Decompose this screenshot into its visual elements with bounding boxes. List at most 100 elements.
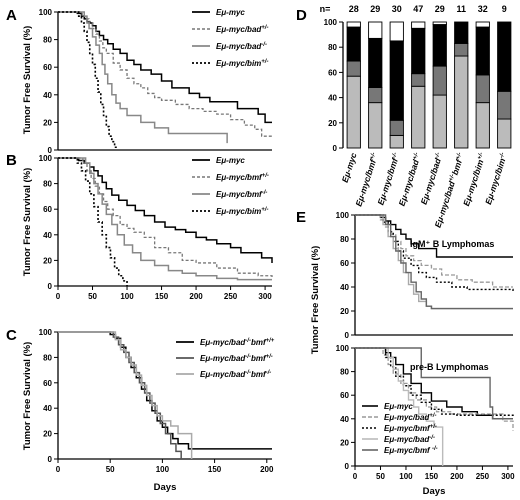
bar-segment [346, 26, 361, 62]
y-tick-label: 60 [328, 68, 337, 77]
label-superscript: +/- [429, 413, 436, 419]
x-tick-label: 150 [155, 292, 169, 301]
legend-label: Eμ-myc/bad-/-bmf+/- [200, 354, 273, 363]
label-text: Eμ-myc/bim [461, 158, 486, 207]
survival-curve-1 [58, 157, 273, 263]
label-superscript: -/- [266, 370, 272, 376]
label-text: Eμ-myc/bim [216, 207, 261, 216]
legend-label: Eμ-myc/bad+/- [216, 25, 268, 34]
y-tick-label: 60 [340, 391, 349, 400]
label-superscript: +/- [266, 354, 273, 360]
x-axis-title: Days [423, 486, 446, 497]
y-tick-label: 40 [43, 231, 52, 240]
label-superscript: -/- [499, 152, 506, 159]
panel-b: 0 20 40 60 80 100 0 50 100 150 200 250 300 Eμ-myc Eμ-m… [22, 154, 273, 301]
x-tick-label: 300 [258, 292, 272, 301]
x-tick-label: 300 [501, 472, 515, 481]
label-superscript: +/- [262, 173, 269, 179]
bar-segment [389, 134, 404, 149]
panel-letter-c: C [6, 327, 17, 344]
panel-subtitle: IgM⁺ B Lymphomas [410, 239, 494, 249]
panel-e-bottom: 0 20 40 60 80 100 0 50 100 150 200 250 300 Eμ-myc Eμ-m… [336, 344, 515, 497]
bar-segment [497, 21, 512, 92]
y-tick-label: 100 [336, 344, 350, 353]
y-tick-label: 100 [39, 154, 53, 163]
x-tick-label: 50 [88, 292, 97, 301]
y-tick-label: 80 [43, 36, 52, 45]
x-tick-label: 200 [189, 292, 203, 301]
survival-curve-2 [58, 11, 272, 137]
bar-segment [475, 102, 490, 149]
x-tick-label: 150 [425, 472, 439, 481]
y-tick-label: 0 [333, 144, 338, 153]
label-text: Eμ-myc/bad [200, 370, 246, 379]
bar-segment [411, 27, 426, 75]
survival-curve-3 [58, 11, 228, 144]
bar-count-label: 29 [370, 4, 380, 14]
survival-curve-4 [58, 157, 128, 286]
bar-segment [497, 118, 512, 149]
x-tick-label: 0 [353, 472, 358, 481]
y-tick-label: 20 [43, 118, 52, 127]
survival-curve-2 [355, 347, 514, 431]
label-superscript: +/- [448, 173, 456, 182]
bar-segment [432, 65, 447, 96]
label-text: Eμ-myc/bad [433, 179, 458, 229]
bar-segment [411, 21, 426, 29]
x-tick-label: 250 [476, 472, 490, 481]
survival-curve-4 [355, 214, 513, 310]
y-tick-label: 40 [340, 415, 349, 424]
y-tick-label: 20 [340, 438, 349, 447]
label-superscript: +/- [430, 424, 437, 430]
label-text: Eμ-myc/bim [216, 59, 261, 68]
y-tick-label: 40 [43, 404, 52, 413]
bar-segment [411, 73, 426, 87]
legend-label: Eμ-myc/bim+/- [216, 207, 268, 216]
bar-segment [432, 94, 447, 149]
label-superscript: -/- [434, 152, 441, 159]
y-tick-label: 40 [43, 91, 52, 100]
y-tick-label: 100 [39, 8, 53, 17]
legend-label: Eμ-myc/bad-/-bmf+/+ [200, 338, 275, 347]
legend-label: Eμ-myc/bmf+/- [384, 424, 437, 433]
bar-count-label: 32 [478, 4, 488, 14]
label-text: Eμ-myc [216, 156, 245, 165]
label-text: Eμ-myc/bmf [353, 157, 378, 207]
legend-label: Eμ-myc/bad-/- [384, 435, 435, 444]
bar-count-label: 11 [456, 4, 466, 14]
label-superscript: +/- [261, 207, 268, 213]
panel-letter-d: D [296, 7, 307, 24]
label-superscript: +/- [412, 152, 420, 161]
x-axis-title: Days [154, 482, 177, 493]
category-label: Eμ-myc/bim-/- [483, 152, 509, 206]
y-tick-label: 20 [43, 430, 52, 439]
bar-segment [368, 37, 383, 88]
bar-segment [368, 21, 383, 39]
x-tick-label: 50 [376, 472, 385, 481]
label-superscript: -/- [429, 435, 435, 441]
y-tick-label: 100 [324, 18, 338, 27]
bar-segment [497, 90, 512, 120]
label-superscript: -/- [245, 370, 251, 376]
survival-curve-4 [58, 11, 117, 150]
y-tick-label: 0 [48, 146, 53, 155]
x-tick-label: 100 [120, 292, 134, 301]
bar-segment [475, 26, 490, 76]
survival-curve-5 [355, 214, 513, 310]
y-tick-label: 100 [336, 211, 350, 220]
bar-count-label: 28 [349, 4, 359, 14]
survival-curve-3 [58, 157, 272, 281]
label-text: Eμ-myc [384, 402, 413, 411]
legend-label: Eμ-myc/bmf-/- [216, 190, 267, 199]
x-tick-label: 0 [56, 292, 61, 301]
y-tick-label: 80 [43, 180, 52, 189]
count-prefix: n= [320, 4, 331, 14]
label-superscript: -/- [262, 190, 268, 196]
y-tick-label: 80 [340, 368, 349, 377]
label-text: Eμ-myc/bmf [216, 173, 263, 182]
panel-letter-e: E [296, 209, 306, 226]
bar-segment [389, 21, 404, 42]
bar-segment [454, 55, 469, 149]
survival-curve-2 [58, 331, 182, 459]
